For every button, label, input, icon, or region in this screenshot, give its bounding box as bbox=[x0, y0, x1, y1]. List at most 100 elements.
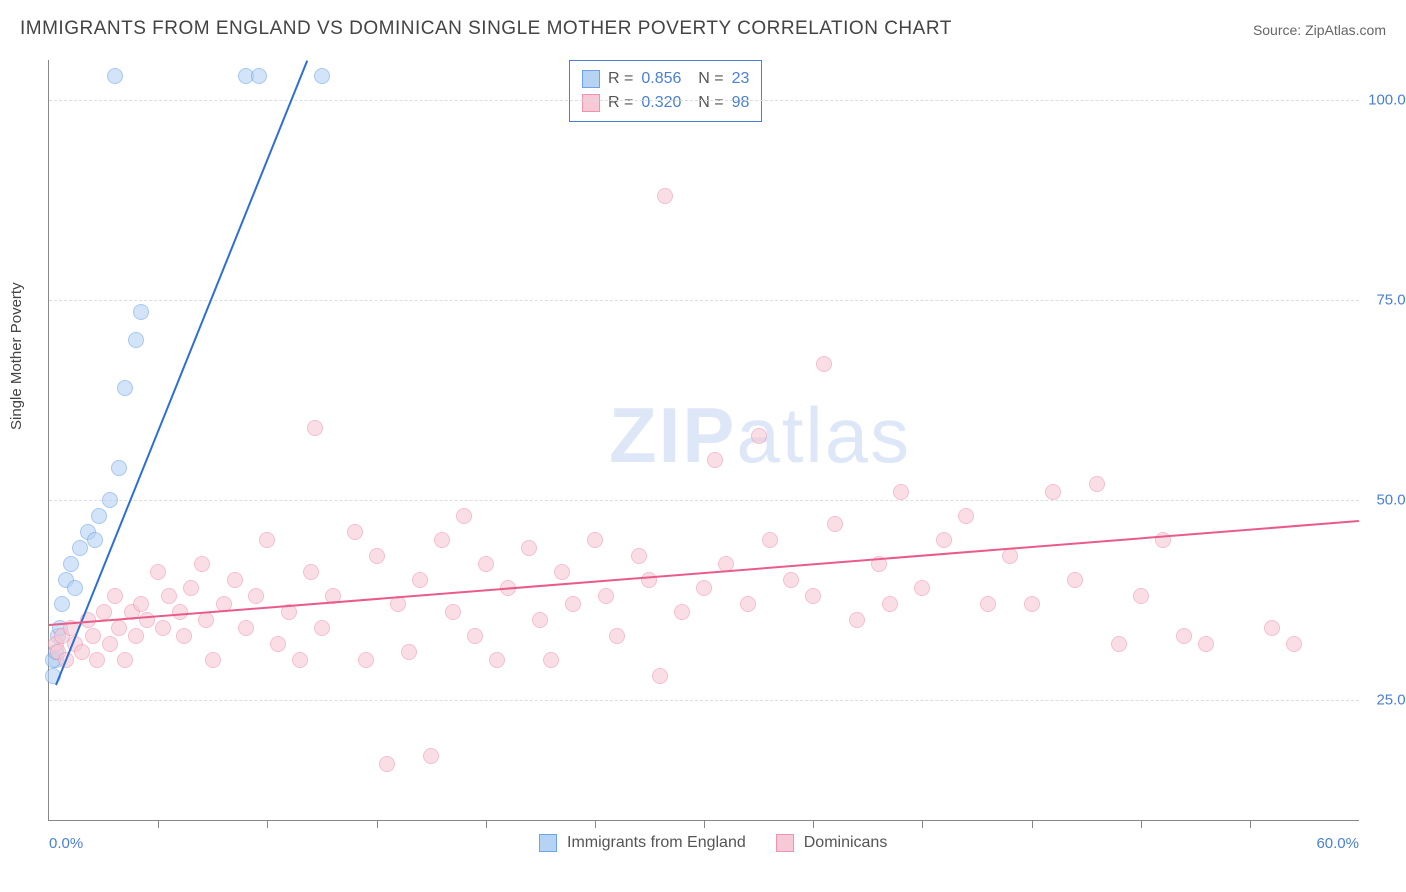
x-tick bbox=[486, 820, 487, 828]
data-point bbox=[1024, 596, 1040, 612]
data-point bbox=[936, 532, 952, 548]
data-point bbox=[1067, 572, 1083, 588]
legend-row-series1: R = 0.856 N = 23 bbox=[582, 67, 749, 91]
data-point bbox=[805, 588, 821, 604]
legend-swatch-blue bbox=[582, 70, 600, 88]
data-point bbox=[631, 548, 647, 564]
data-point bbox=[161, 588, 177, 604]
data-point bbox=[133, 304, 149, 320]
data-point bbox=[91, 508, 107, 524]
data-point bbox=[111, 620, 127, 636]
data-point bbox=[117, 652, 133, 668]
data-point bbox=[565, 596, 581, 612]
data-point bbox=[521, 540, 537, 556]
source-attribution: Source: ZipAtlas.com bbox=[1253, 22, 1386, 38]
gridline bbox=[49, 500, 1359, 501]
gridline bbox=[49, 300, 1359, 301]
data-point bbox=[63, 556, 79, 572]
data-point bbox=[532, 612, 548, 628]
x-tick bbox=[595, 820, 596, 828]
data-point bbox=[307, 420, 323, 436]
y-axis-label: Single Mother Poverty bbox=[8, 282, 25, 430]
data-point bbox=[423, 748, 439, 764]
data-point bbox=[958, 508, 974, 524]
x-tick bbox=[704, 820, 705, 828]
data-point bbox=[740, 596, 756, 612]
data-point bbox=[314, 68, 330, 84]
x-tick-label: 0.0% bbox=[49, 835, 83, 852]
data-point bbox=[176, 628, 192, 644]
data-point bbox=[762, 532, 778, 548]
data-point bbox=[155, 620, 171, 636]
gridline bbox=[49, 700, 1359, 701]
data-point bbox=[238, 620, 254, 636]
y-tick-label: 25.0% bbox=[1364, 692, 1406, 709]
data-point bbox=[358, 652, 374, 668]
data-point bbox=[194, 556, 210, 572]
data-point bbox=[183, 580, 199, 596]
data-point bbox=[102, 492, 118, 508]
data-point bbox=[292, 652, 308, 668]
data-point bbox=[198, 612, 214, 628]
y-tick-label: 100.0% bbox=[1364, 92, 1406, 109]
data-point bbox=[150, 564, 166, 580]
chart-title: IMMIGRANTS FROM ENGLAND VS DOMINICAN SIN… bbox=[20, 18, 952, 40]
data-point bbox=[456, 508, 472, 524]
data-point bbox=[1286, 636, 1302, 652]
data-point bbox=[111, 460, 127, 476]
data-point bbox=[128, 332, 144, 348]
data-point bbox=[641, 572, 657, 588]
bottom-legend: Immigrants from England Dominicans bbox=[519, 834, 887, 852]
data-point bbox=[707, 452, 723, 468]
data-point bbox=[1089, 476, 1105, 492]
data-point bbox=[248, 588, 264, 604]
data-point bbox=[1264, 620, 1280, 636]
data-point bbox=[74, 644, 90, 660]
data-point bbox=[133, 596, 149, 612]
data-point bbox=[369, 548, 385, 564]
data-point bbox=[489, 652, 505, 668]
data-point bbox=[696, 580, 712, 596]
plot-area: ZIPatlas R = 0.856 N = 23 R = 0.320 N = … bbox=[48, 60, 1359, 821]
data-point bbox=[107, 588, 123, 604]
legend-row-series2: R = 0.320 N = 98 bbox=[582, 91, 749, 115]
data-point bbox=[445, 604, 461, 620]
data-point bbox=[1176, 628, 1192, 644]
data-point bbox=[467, 628, 483, 644]
data-point bbox=[751, 428, 767, 444]
data-point bbox=[102, 636, 118, 652]
data-point bbox=[259, 532, 275, 548]
data-point bbox=[128, 628, 144, 644]
data-point bbox=[303, 564, 319, 580]
data-point bbox=[87, 532, 103, 548]
data-point bbox=[914, 580, 930, 596]
data-point bbox=[379, 756, 395, 772]
data-point bbox=[1133, 588, 1149, 604]
x-tick bbox=[813, 820, 814, 828]
data-point bbox=[1002, 548, 1018, 564]
x-tick bbox=[1141, 820, 1142, 828]
data-point bbox=[478, 556, 494, 572]
stats-legend: R = 0.856 N = 23 R = 0.320 N = 98 bbox=[569, 60, 762, 122]
data-point bbox=[893, 484, 909, 500]
data-point bbox=[554, 564, 570, 580]
data-point bbox=[1198, 636, 1214, 652]
legend-label-series2: Dominicans bbox=[804, 834, 888, 852]
data-point bbox=[347, 524, 363, 540]
data-point bbox=[117, 380, 133, 396]
data-point bbox=[85, 628, 101, 644]
legend-label-series1: Immigrants from England bbox=[567, 834, 746, 852]
legend-swatch-blue-bottom bbox=[539, 834, 557, 852]
data-point bbox=[543, 652, 559, 668]
x-tick bbox=[1032, 820, 1033, 828]
data-point bbox=[401, 644, 417, 660]
x-tick bbox=[922, 820, 923, 828]
data-point bbox=[270, 636, 286, 652]
data-point bbox=[54, 596, 70, 612]
data-point bbox=[205, 652, 221, 668]
data-point bbox=[251, 68, 267, 84]
data-point bbox=[598, 588, 614, 604]
x-tick-label: 60.0% bbox=[1316, 835, 1359, 852]
data-point bbox=[783, 572, 799, 588]
x-tick bbox=[267, 820, 268, 828]
